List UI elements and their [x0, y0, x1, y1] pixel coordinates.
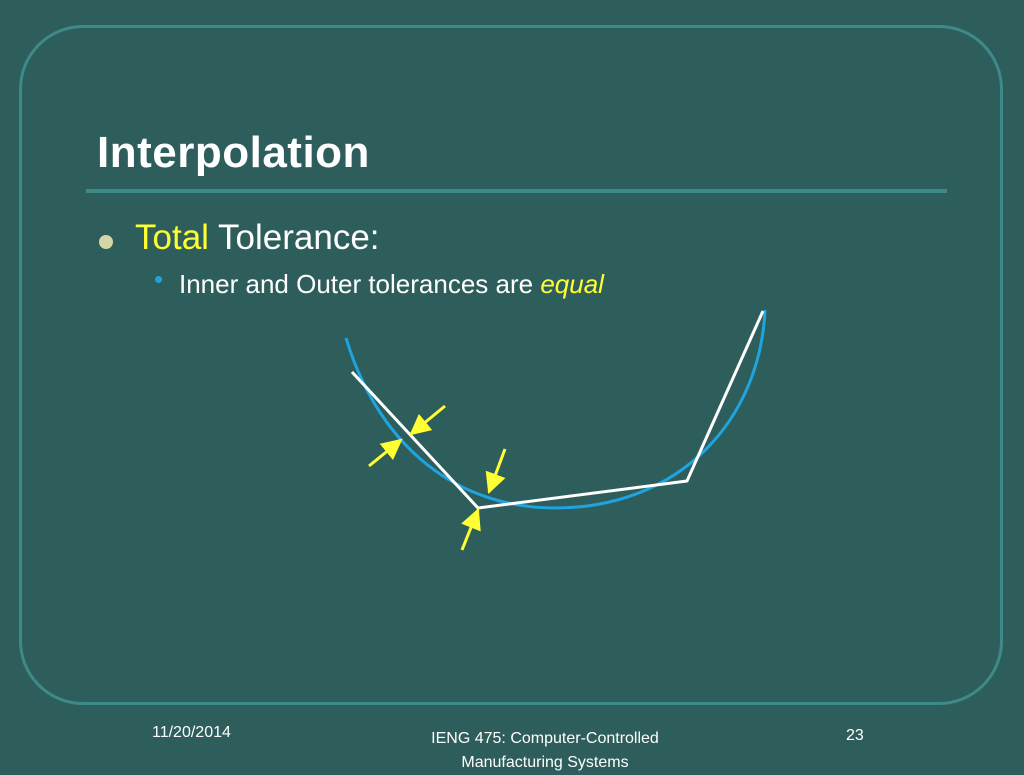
outer-tolerance-arrow-bottom	[485, 448, 507, 494]
footer-course: IENG 475: Computer-Controlled Manufactur…	[380, 727, 710, 775]
round-bullet-icon	[99, 235, 113, 249]
footer-course-line1: IENG 475: Computer-Controlled	[431, 730, 659, 747]
slide-title: Interpolation	[97, 128, 370, 177]
sub-bullet-equal-tolerances: Inner and Outer tolerances are equal	[179, 269, 604, 300]
footer-course-line2: Manufacturing Systems	[461, 754, 629, 771]
bullet-rest: Tolerance:	[208, 218, 380, 257]
footer-page-number: 23	[846, 727, 864, 744]
small-blue-bullet-icon: •	[154, 264, 164, 294]
nominal-curve	[344, 309, 767, 510]
slide-frame	[19, 25, 1003, 705]
title-divider	[86, 189, 947, 193]
bullet-total-tolerance: Total Tolerance:	[135, 218, 380, 258]
outer-tolerance-arrow-left	[409, 404, 446, 436]
inner-tolerance-arrow-bottom	[460, 508, 481, 551]
bullet-highlight: Total	[135, 218, 209, 257]
inner-tolerance-arrow-left	[368, 438, 403, 468]
interpolated-polyline	[350, 310, 765, 510]
sub-bullet-text: Inner and Outer tolerances are	[179, 269, 541, 299]
sub-bullet-emphasis: equal	[540, 269, 604, 299]
footer-date: 11/20/2014	[152, 724, 231, 741]
